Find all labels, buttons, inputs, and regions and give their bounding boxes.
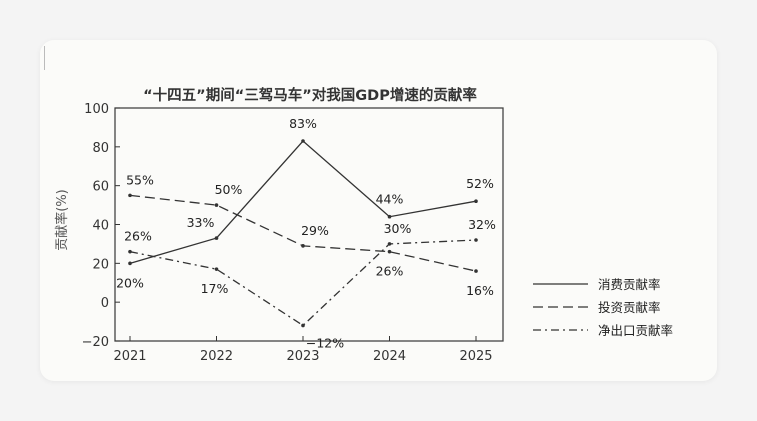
y-axis-label: 贡献率(%) — [54, 189, 70, 251]
data-point — [474, 238, 478, 242]
card-edge-divider — [44, 46, 45, 70]
y-tick-label: 100 — [84, 102, 109, 117]
x-tick-label: 2022 — [200, 349, 233, 364]
y-tick-label: −20 — [82, 335, 109, 350]
chart-card — [40, 40, 717, 381]
data-point — [301, 244, 305, 248]
x-tick-label: 2025 — [459, 349, 492, 364]
data-label: 20% — [116, 275, 144, 290]
data-label: 52% — [466, 176, 494, 191]
y-tick-label: 60 — [92, 180, 109, 195]
y-tick-label: 80 — [92, 141, 109, 156]
legend-label: 净出口贡献率 — [598, 323, 673, 338]
y-tick-label: 20 — [92, 257, 109, 272]
data-label: 55% — [126, 172, 154, 187]
data-label: 26% — [124, 229, 152, 244]
data-label: 44% — [376, 192, 404, 207]
data-point — [474, 269, 478, 273]
data-label: 83% — [289, 116, 317, 131]
legend-label: 投资贡献率 — [598, 300, 661, 315]
data-point — [387, 249, 392, 254]
data-label: 16% — [466, 283, 494, 298]
data-label: 50% — [215, 182, 243, 197]
data-point — [128, 249, 132, 254]
x-tick-label: 2021 — [113, 349, 146, 364]
data-point — [214, 236, 219, 240]
y-tick-label: 0 — [101, 296, 109, 311]
data-label: −12% — [306, 335, 344, 350]
y-tick-label: 40 — [92, 219, 109, 234]
data-point — [301, 139, 305, 143]
data-point — [387, 242, 392, 246]
x-tick-label: 2023 — [286, 349, 319, 364]
legend-label: 消费贡献率 — [598, 277, 661, 292]
data-point — [474, 199, 478, 203]
x-tick-label: 2024 — [373, 349, 406, 364]
data-label: 30% — [384, 221, 412, 236]
data-point — [214, 267, 219, 271]
data-label: 26% — [376, 264, 404, 279]
data-point — [214, 203, 219, 207]
data-label: 33% — [187, 215, 215, 230]
data-point — [301, 323, 305, 328]
data-point — [387, 214, 392, 219]
data-point — [128, 193, 132, 198]
series-line-3 — [129, 239, 477, 327]
data-point — [128, 261, 132, 266]
data-label: 32% — [468, 217, 496, 232]
data-label: 17% — [201, 281, 229, 296]
chart-title: “十四五”期间“三驾马车”对我国GDP增速的贡献率 — [143, 86, 477, 104]
data-label: 29% — [301, 223, 329, 238]
